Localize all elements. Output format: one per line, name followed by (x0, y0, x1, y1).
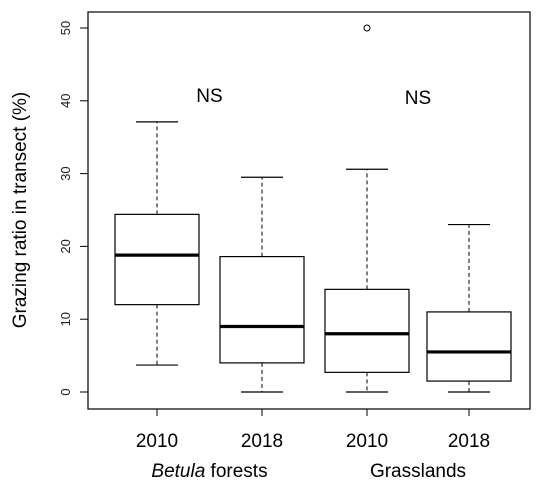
group-label-text: Grasslands (370, 461, 466, 482)
y-tick-label: 40 (58, 94, 73, 108)
box-2 (219, 176, 305, 393)
y-axis: 0 10 20 30 40 50 (58, 21, 89, 396)
y-tick-label: 30 (58, 166, 73, 180)
significance-annotation: NS (196, 86, 222, 107)
x-tick-label: 2010 (136, 431, 178, 452)
y-tick-label: 0 (58, 388, 73, 395)
x-axis: 2010 2018 2010 2018 Betula forests Grasslands (136, 408, 490, 482)
box-1 (114, 121, 200, 366)
y-tick-label: 20 (58, 239, 73, 253)
annotations: NS NS (196, 86, 431, 109)
box-3 (324, 24, 410, 393)
iqr-box (114, 213, 200, 306)
x-tick-label: 2018 (241, 431, 283, 452)
boxes (114, 24, 512, 393)
x-tick-label: 2018 (448, 431, 490, 452)
significance-annotation: NS (405, 88, 431, 109)
outlier-point (363, 24, 371, 32)
y-axis-label: Grazing ratio in transect (%) (10, 92, 31, 329)
group-label-text: forests (205, 461, 267, 482)
x-tick-label: 2010 (346, 431, 388, 452)
group-label: Betula forests (151, 461, 267, 482)
y-tick-label: 50 (58, 21, 73, 35)
iqr-box (219, 255, 305, 364)
group-label: Grasslands (370, 461, 466, 482)
group-label-italic: Betula (151, 461, 205, 482)
iqr-box (324, 288, 410, 373)
box-4 (426, 223, 512, 393)
y-tick-label: 10 (58, 312, 73, 326)
iqr-box (426, 311, 512, 382)
